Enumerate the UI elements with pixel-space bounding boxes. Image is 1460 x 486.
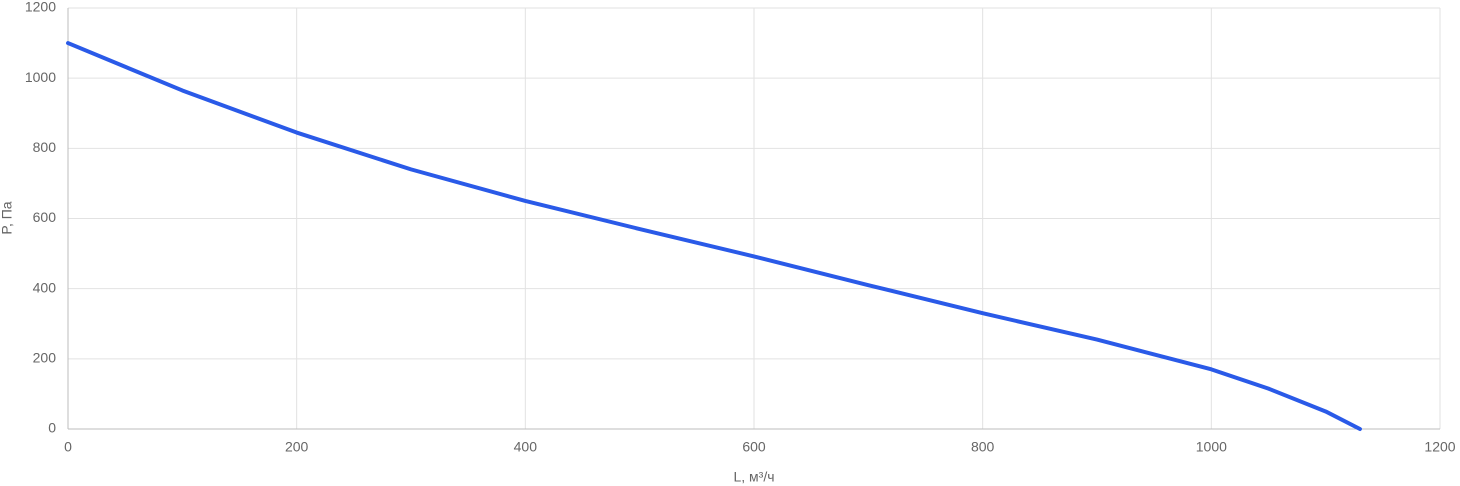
- y-tick-label: 400: [33, 279, 57, 295]
- y-tick-label: 800: [33, 139, 57, 155]
- y-tick-label: 1000: [25, 69, 56, 85]
- x-axis-title: L, м³/ч: [733, 469, 774, 485]
- y-tick-label: 200: [33, 350, 57, 366]
- x-tick-label: 1200: [1424, 439, 1455, 455]
- y-tick-label: 600: [33, 209, 57, 225]
- x-tick-label: 200: [285, 439, 309, 455]
- y-tick-label: 1200: [25, 0, 56, 15]
- y-tick-label: 0: [48, 420, 56, 436]
- x-tick-label: 1000: [1196, 439, 1227, 455]
- data-line: [66, 41, 1362, 431]
- x-tick-label: 0: [64, 439, 72, 455]
- x-tick-label: 600: [742, 439, 766, 455]
- x-tick-label: 800: [971, 439, 995, 455]
- y-axis-title: P, Па: [0, 201, 15, 234]
- x-tick-label: 400: [514, 439, 538, 455]
